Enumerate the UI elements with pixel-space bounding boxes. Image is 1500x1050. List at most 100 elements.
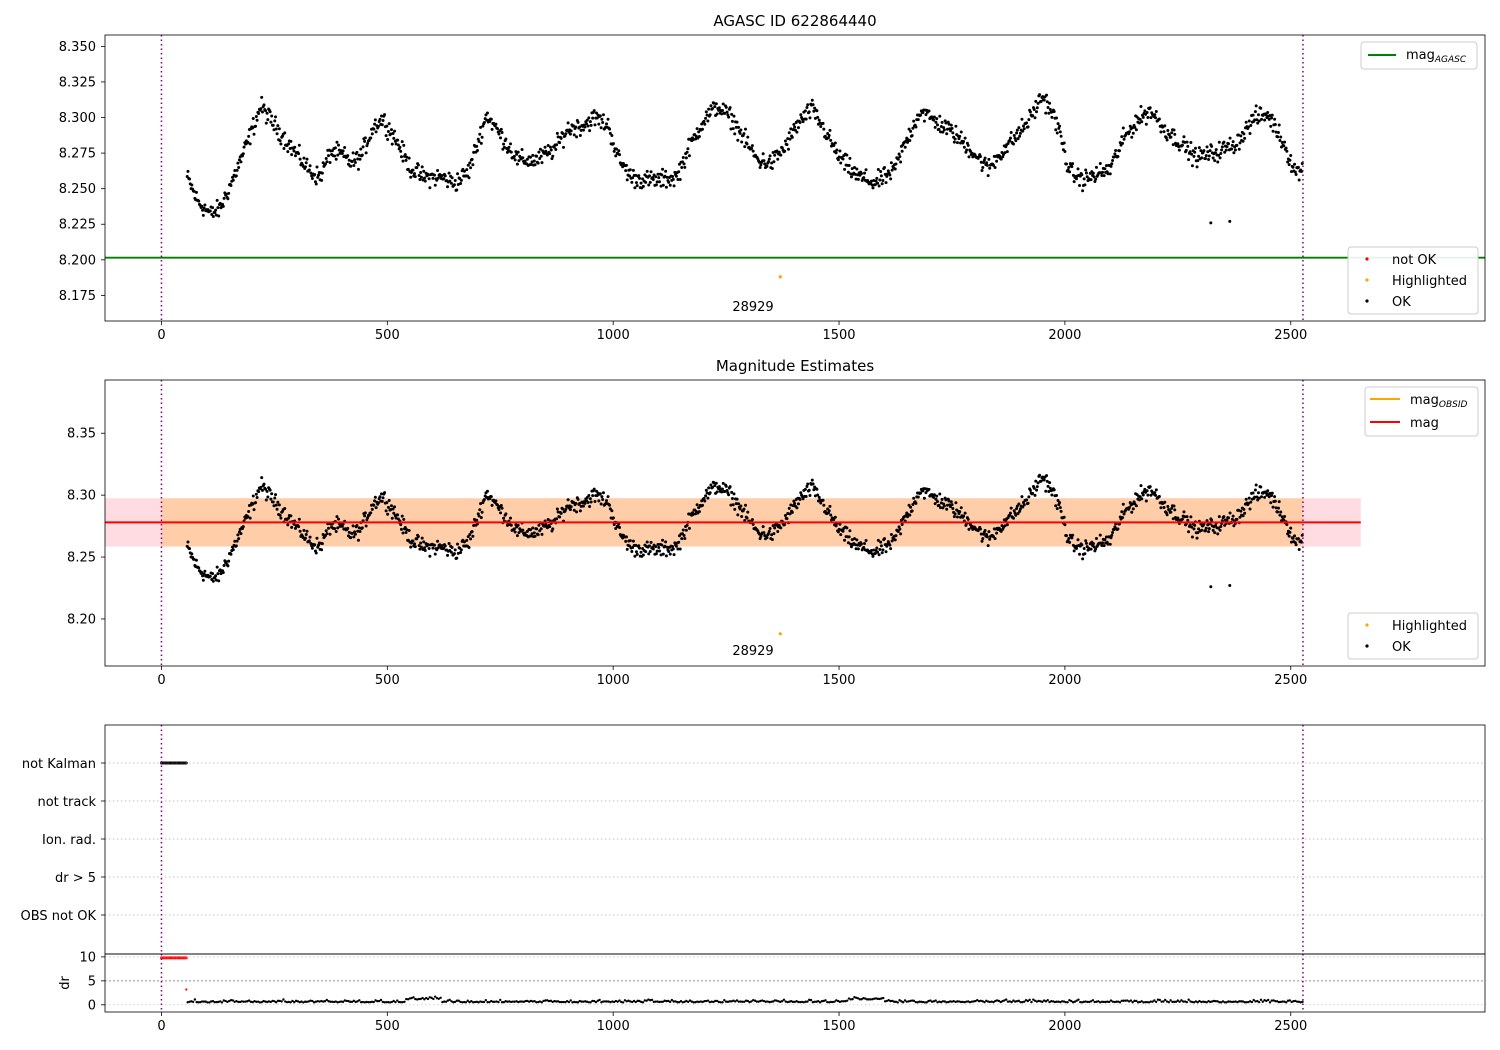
- ok-point: [736, 513, 740, 517]
- dr-point: [374, 999, 377, 1002]
- ok-point: [500, 506, 504, 510]
- ok-point: [1026, 501, 1030, 505]
- ok-point: [515, 152, 519, 156]
- ok-point: [1045, 100, 1049, 104]
- ok-point: [894, 534, 898, 538]
- dr-point: [741, 1000, 744, 1003]
- dr-point: [1107, 1000, 1111, 1004]
- ok-point: [773, 526, 777, 530]
- ok-point: [325, 532, 329, 536]
- ok-point: [1012, 134, 1016, 138]
- ok-point: [881, 178, 885, 182]
- dr-point: [1037, 999, 1040, 1003]
- ok-point: [413, 542, 417, 546]
- ok-point: [634, 181, 638, 185]
- dr-point: [399, 1001, 403, 1004]
- ok-point: [315, 536, 319, 540]
- ok-point: [1232, 151, 1236, 155]
- ok-point: [330, 149, 334, 153]
- ok-point: [1041, 475, 1045, 479]
- ok-point: [912, 119, 916, 123]
- ok-point: [833, 515, 837, 519]
- ok-point: [569, 505, 573, 509]
- ok-point: [1130, 135, 1134, 139]
- ok-point: [1028, 488, 1032, 492]
- ok-point: [494, 499, 498, 503]
- ok-point: [373, 499, 377, 503]
- dr-point: [1044, 1000, 1048, 1003]
- ok-point: [724, 105, 728, 109]
- ok-point: [1014, 139, 1018, 143]
- ok-point: [1042, 98, 1046, 102]
- ok-point: [202, 206, 206, 210]
- ok-point: [940, 497, 944, 501]
- ok-point: [1018, 509, 1022, 513]
- ok-point: [502, 142, 506, 146]
- dr-point: [1138, 1000, 1142, 1004]
- dr-point: [911, 999, 914, 1002]
- dr-point: [354, 1000, 357, 1004]
- ok-point: [555, 517, 559, 521]
- ok-point: [671, 177, 675, 181]
- ok-point: [676, 547, 680, 551]
- ok-point: [214, 213, 218, 217]
- dr-point: [820, 1000, 824, 1003]
- ok-point: [985, 163, 989, 167]
- dr-point: [471, 1001, 475, 1004]
- ok-point: [1054, 128, 1058, 132]
- ok-point: [839, 533, 843, 537]
- ok-point: [1018, 134, 1022, 138]
- ok-point: [708, 491, 712, 495]
- ok-point: [260, 110, 264, 114]
- ok-point: [1268, 113, 1272, 117]
- ok-point: [849, 172, 853, 176]
- dr-point: [780, 1000, 784, 1003]
- ok-point: [338, 151, 342, 155]
- ok-point: [833, 141, 837, 145]
- ok-point: [475, 518, 479, 522]
- dr-point: [779, 1000, 782, 1004]
- ok-point: [812, 109, 816, 113]
- dr-point: [699, 1000, 703, 1003]
- dr-point: [715, 999, 719, 1003]
- dr-point: [851, 997, 854, 1001]
- dr-point: [876, 997, 880, 1001]
- dr-point: [361, 1000, 365, 1004]
- ok-point: [1244, 497, 1248, 501]
- dr-point: [1194, 1000, 1198, 1003]
- ok-point: [1005, 150, 1009, 154]
- ok-point: [247, 510, 251, 514]
- dr-point: [827, 1001, 831, 1004]
- dr-point: [1073, 1000, 1077, 1003]
- ok-point: [853, 172, 857, 176]
- ok-point: [277, 503, 281, 507]
- ok-point: [341, 149, 345, 153]
- dr-point: [1176, 999, 1180, 1002]
- ok-point: [786, 137, 790, 141]
- ok-point: [216, 206, 220, 210]
- ok-point: [1157, 494, 1161, 498]
- ok-point: [1039, 479, 1043, 483]
- ok-point: [361, 145, 365, 149]
- dr-point: [1281, 1000, 1284, 1003]
- ok-point: [959, 130, 963, 134]
- dr-point: [246, 1000, 249, 1003]
- ok-point: [785, 143, 789, 147]
- ok-point: [1213, 531, 1217, 535]
- ok-point: [1084, 541, 1088, 545]
- ok-point: [1270, 494, 1274, 498]
- ok-point: [293, 154, 297, 158]
- ok-point: [1278, 513, 1282, 517]
- ok-point: [1009, 506, 1013, 510]
- ok-point: [671, 544, 675, 548]
- ok-point: [1021, 129, 1025, 133]
- ok-point: [604, 499, 608, 503]
- ok-point: [353, 160, 357, 164]
- ok-point: [352, 163, 356, 167]
- ok-point: [308, 535, 312, 539]
- dr-point: [526, 999, 529, 1003]
- ok-point: [274, 115, 278, 119]
- dr-point: [553, 999, 556, 1003]
- ok-point: [1244, 120, 1248, 124]
- ok-point: [738, 131, 742, 135]
